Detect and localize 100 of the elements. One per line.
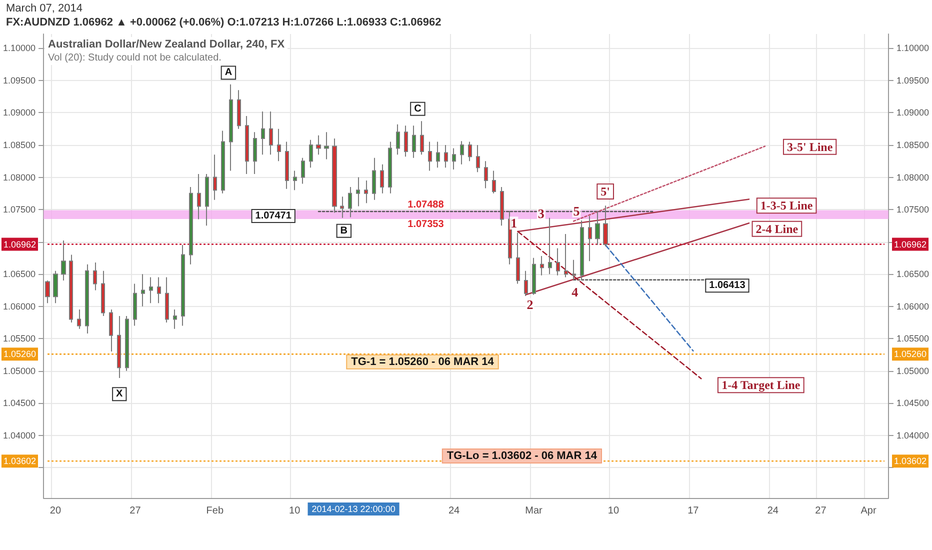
y-tick-label: 1.08000 [2, 172, 36, 182]
candlestick [324, 132, 329, 160]
annotation: C [414, 103, 422, 114]
y-tick-label: 1.04000 [2, 430, 36, 440]
candlestick [444, 144, 448, 168]
candlestick [436, 141, 440, 168]
candlestick [532, 257, 536, 296]
annotation: TG-Lo = 1.03602 - 06 MAR 14 [446, 450, 598, 462]
annotation: 1.07488 [408, 200, 444, 211]
candlestick [476, 144, 480, 173]
candlestick [61, 240, 66, 282]
annotation: 3 [538, 206, 545, 221]
annotation: 1.07353 [408, 218, 444, 230]
candlestick [213, 154, 217, 200]
y-tick-label: 1.09500 [2, 75, 36, 86]
ref-line-label: 1.06962 [894, 239, 927, 250]
x-tick-label: Feb [206, 506, 224, 516]
candlestick [316, 134, 321, 156]
candlestick [428, 141, 432, 172]
candlestick [548, 217, 552, 275]
y2-tick-label: 1.06000 [896, 301, 930, 312]
text: FX:AUDNZD 1.06962 ▲ +0.00062 (+0.06%) O:1.07213 H:1.07266 L:1.06933 C:1.06962 [6, 16, 442, 28]
x-tick-label: 27 [815, 506, 827, 516]
candlestick [285, 141, 289, 190]
candlestick [580, 220, 584, 282]
x-tick-label: 10 [608, 506, 620, 516]
y2-tick-label: 1.08000 [896, 172, 930, 182]
candlestick [380, 164, 384, 194]
candlestick [253, 132, 257, 175]
candlestick [556, 248, 560, 276]
candlestick [277, 128, 281, 162]
candlestick [53, 270, 58, 304]
annotation: 2-4 Line [756, 222, 799, 236]
candlestick [109, 309, 113, 352]
candlestick [173, 309, 177, 330]
x-tick-label: 10 [289, 506, 301, 516]
candlestick [348, 186, 352, 218]
text: 2014-02-13 22:00:00 [312, 504, 396, 514]
candlestick [149, 276, 153, 304]
candlestick [69, 254, 73, 323]
candlestick [388, 141, 392, 194]
annotation: 1-3-5 Line [760, 198, 814, 213]
annotation: 2 [526, 296, 534, 312]
annotation: 1.07471 [255, 210, 292, 222]
candlestick [340, 196, 344, 218]
candlestick [269, 110, 273, 156]
y-tick-label: 1.05000 [2, 366, 36, 376]
text: 1.06962 [3, 239, 36, 250]
candlestick [595, 210, 600, 246]
candlestick [452, 148, 456, 170]
y-tick-label: 1.06500 [2, 269, 36, 280]
y2-tick-label: 1.08500 [896, 140, 930, 150]
candlestick [101, 270, 105, 317]
y2-tick-label: 1.06500 [896, 269, 930, 280]
annotation: 3-5' Line [786, 140, 834, 154]
candlestick [237, 90, 241, 130]
candlestick [133, 283, 137, 326]
y2-tick-label: 1.05500 [896, 334, 930, 344]
candlestick [205, 174, 209, 226]
candlestick [500, 186, 504, 226]
candlestick [564, 234, 568, 278]
x-tick-label: Apr [860, 506, 877, 516]
x-tick-label: Mar [525, 506, 544, 516]
annotation: A [224, 67, 232, 78]
y-tick-label: 1.08500 [2, 140, 36, 150]
annotation: 1-4 Target Line [722, 378, 801, 392]
x-tick-label: 24 [448, 506, 460, 516]
x-tick-label: 20 [50, 506, 62, 516]
candlestick [524, 270, 528, 297]
y-tick-label: 1.05500 [2, 334, 36, 344]
candlestick [492, 170, 496, 194]
y2-tick-label: 1.04500 [896, 398, 930, 408]
y-tick-label: 1.07500 [2, 204, 36, 215]
y-tick-label: 1.10000 [2, 43, 36, 54]
candlestick [468, 141, 472, 162]
candlestick [77, 309, 81, 330]
candlestick [396, 124, 400, 156]
candlestick [245, 115, 249, 175]
candlestick [261, 110, 265, 156]
candlestick [93, 262, 97, 291]
candlestick [540, 255, 544, 276]
candlestick [157, 276, 161, 304]
candlestick [460, 140, 464, 165]
ref-line-label: 1.05260 [894, 349, 927, 360]
candlestick [221, 130, 225, 194]
x-tick-label: 17 [688, 506, 700, 516]
x-tick-label: 24 [767, 506, 779, 516]
x-tick-label: 27 [130, 506, 142, 516]
candlestick [117, 316, 121, 378]
annotation: B [340, 225, 348, 236]
text: 1.05260 [3, 349, 36, 360]
text: Vol (20): Study could not be calculated. [48, 52, 222, 64]
y2-tick-label: 1.10000 [896, 43, 930, 54]
candlestick [181, 244, 185, 326]
candlestick [484, 160, 488, 189]
y2-tick-label: 1.09500 [896, 75, 930, 86]
y2-tick-label: 1.09000 [896, 108, 930, 118]
candlestick [356, 176, 360, 207]
annotation: TG-1 = 1.05260 - 06 MAR 14 [351, 356, 495, 368]
annotation: 1 [510, 216, 518, 231]
